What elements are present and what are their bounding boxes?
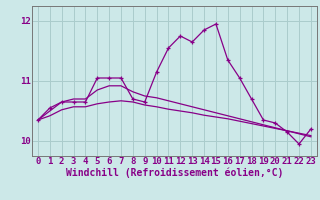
X-axis label: Windchill (Refroidissement éolien,°C): Windchill (Refroidissement éolien,°C) <box>66 168 283 178</box>
